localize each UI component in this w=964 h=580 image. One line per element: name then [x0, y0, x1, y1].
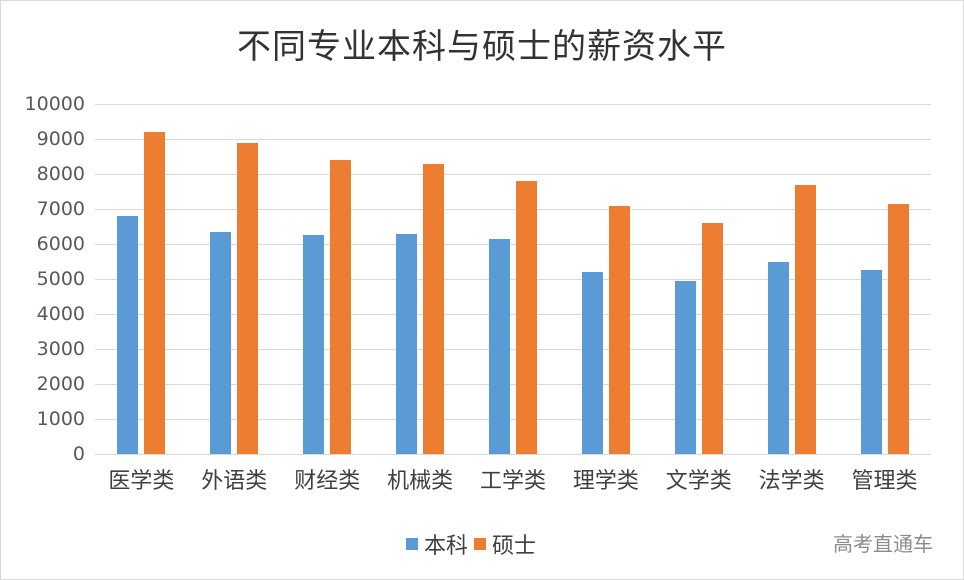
gridline: [95, 279, 931, 280]
plot-area: [95, 104, 931, 455]
bar-bachelor: [581, 272, 603, 454]
x-tick-label: 文学类: [665, 469, 732, 494]
bar-bachelor: [303, 235, 325, 454]
x-tick-label: 工学类: [479, 469, 546, 494]
y-tick-label: 3000: [36, 338, 85, 360]
legend-swatch-master: [474, 538, 487, 550]
legend-label-bachelor: 本科: [424, 534, 469, 559]
y-tick-label: 4000: [36, 303, 85, 325]
bar-master: [516, 181, 537, 454]
bar-bachelor: [396, 233, 418, 454]
y-tick-label: 5000: [36, 268, 85, 290]
gridline: [95, 419, 931, 420]
bar-master: [794, 184, 816, 454]
bar-master: [701, 223, 723, 454]
bar-bachelor: [674, 280, 696, 454]
bar-master: [423, 163, 445, 454]
y-tick-label: 7000: [36, 198, 85, 220]
bar-bachelor: [489, 238, 510, 454]
x-tick-label: 财经类: [294, 469, 361, 494]
chart-title: 不同专业本科与硕士的薪资水平: [237, 27, 727, 67]
gridline: [95, 139, 931, 140]
y-tick-label: 6000: [36, 233, 85, 255]
gridline: [95, 349, 931, 350]
gridline: [95, 174, 931, 175]
x-tick-label: 外语类: [201, 469, 268, 494]
bar-bachelor: [767, 261, 789, 454]
legend-swatch-bachelor: [406, 538, 418, 550]
bar-master: [237, 142, 259, 454]
gridline: [95, 314, 931, 315]
y-tick-label: 1000: [36, 408, 85, 430]
x-tick-label: 法学类: [758, 469, 825, 494]
gridline: [95, 209, 931, 210]
x-tick-label: 机械类: [387, 469, 454, 494]
gridline: [95, 384, 931, 385]
bar-bachelor: [210, 231, 232, 454]
watermark: 高考直通车: [833, 532, 933, 556]
legend-item-master: 硕士: [474, 528, 536, 560]
bar-master: [887, 203, 909, 454]
bar-master: [144, 132, 166, 454]
legend: 本科 硕士: [406, 528, 536, 560]
bar-bachelor: [117, 216, 139, 454]
y-tick-label: 9000: [36, 128, 85, 150]
x-tick-label: 医学类: [108, 469, 175, 494]
bar-master: [608, 205, 630, 454]
gridline: [95, 454, 931, 455]
gridline: [95, 104, 931, 105]
y-tick-label: 10000: [24, 93, 85, 115]
legend-item-bachelor: 本科: [406, 528, 468, 560]
x-tick-label: 理学类: [572, 469, 639, 494]
y-tick-label: 2000: [36, 373, 85, 395]
bar-master: [330, 160, 352, 454]
legend-label-master: 硕士: [492, 534, 537, 559]
x-tick-label: 管理类: [851, 469, 918, 494]
bar-bachelor: [860, 270, 882, 454]
y-tick-label: 8000: [36, 163, 85, 185]
y-tick-label: 0: [72, 443, 85, 465]
gridline: [95, 244, 931, 245]
